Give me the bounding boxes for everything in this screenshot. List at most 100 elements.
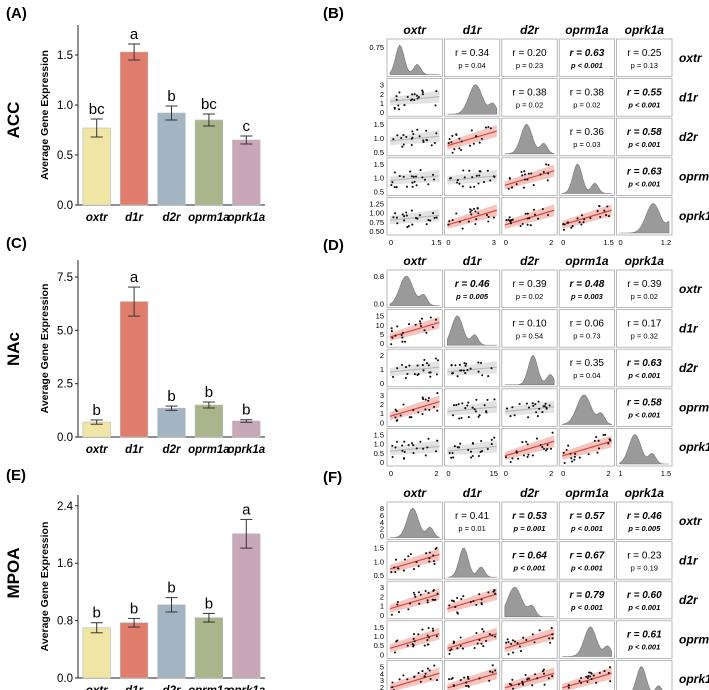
data-point (478, 638, 481, 642)
data-point (570, 457, 573, 460)
correlation-p: p = 0.04 (573, 371, 600, 380)
data-point (435, 373, 438, 376)
cell-frame (558, 541, 616, 580)
y-tick-label: 4 (380, 669, 384, 678)
data-point (507, 218, 510, 221)
data-point (596, 210, 599, 213)
column-header: oxtr (403, 254, 427, 268)
data-point (597, 439, 600, 442)
data-point (411, 136, 414, 139)
data-point (394, 416, 397, 419)
data-point (457, 403, 460, 406)
data-point (493, 398, 496, 401)
data-point (432, 212, 435, 215)
x-tick-label: 0 (561, 238, 565, 247)
data-point (401, 444, 404, 447)
data-point (542, 447, 546, 450)
column-header: oprm1a (565, 254, 609, 268)
data-point (505, 407, 509, 410)
scatter-cell (386, 196, 443, 236)
correlation-r: r = 0.57 (570, 511, 605, 522)
data-point (413, 93, 416, 96)
data-point (409, 170, 412, 173)
correlation-cell: r = 0.58 p < 0.001 (616, 388, 673, 427)
column-header: oprk1a (625, 486, 665, 500)
data-point (463, 676, 466, 679)
data-point (473, 646, 476, 650)
data-point (547, 677, 550, 680)
scatter-cell (386, 157, 443, 196)
correlation-p: p = 0.54 (516, 331, 543, 340)
data-point (426, 599, 429, 602)
data-point (401, 340, 404, 343)
y-tick-label: 1 (380, 409, 384, 418)
data-point (424, 398, 427, 401)
data-point (475, 218, 478, 221)
data-point (518, 402, 521, 406)
data-point (585, 675, 588, 678)
data-point (478, 677, 481, 680)
bar-d2r (157, 112, 186, 206)
data-point (574, 452, 577, 455)
data-point (403, 450, 406, 453)
data-point (475, 135, 478, 138)
x-tick-label: 2 (434, 469, 438, 478)
column-header: d2r (520, 486, 540, 500)
data-point (531, 454, 534, 457)
data-point (609, 439, 612, 442)
data-point (397, 611, 401, 614)
scatter-cell (386, 620, 443, 659)
data-point (509, 415, 512, 418)
data-point (452, 642, 455, 645)
data-point (451, 414, 455, 417)
data-point (422, 139, 425, 142)
data-point (526, 212, 529, 215)
data-point (458, 220, 461, 223)
correlation-r: r = 0.06 (570, 318, 605, 329)
data-point (473, 185, 476, 188)
correlation-cell: r = 0.55 p < 0.001 (616, 78, 673, 117)
x-tick-label: 0 (619, 238, 623, 247)
scatter-cell (386, 427, 443, 467)
data-point (482, 645, 485, 648)
row-header: d1r (679, 321, 699, 335)
scatter-cell (443, 196, 501, 236)
column-header: d1r (463, 23, 483, 37)
cell-frame (501, 501, 558, 540)
density-curve (619, 203, 670, 234)
density-cell (501, 117, 558, 157)
data-point (461, 227, 464, 230)
data-point (456, 596, 459, 600)
correlation-r: r = 0.63 (570, 48, 605, 59)
data-point (507, 653, 510, 656)
cell-frame (501, 541, 558, 580)
data-point (421, 90, 424, 94)
data-point (410, 209, 413, 212)
significance-letter: a (242, 501, 251, 518)
data-point (451, 451, 454, 455)
panel-label: (A) (6, 5, 27, 22)
y-tick-label: 2 (380, 351, 384, 360)
data-point (411, 93, 414, 96)
correlation-p: p = 0.73 (573, 331, 600, 340)
data-point (526, 443, 529, 446)
density-curve (561, 394, 612, 425)
confidence-band (504, 204, 555, 229)
density-cell (386, 269, 443, 308)
data-point (395, 95, 398, 98)
correlation-p: p < 0.001 (627, 180, 660, 189)
y-tick-label: 15 (376, 312, 384, 321)
data-point (420, 317, 424, 320)
data-point (539, 443, 542, 447)
y-tick-label: 1.5 (374, 623, 384, 632)
data-point (412, 568, 416, 571)
regression-line (447, 130, 497, 147)
data-point (526, 178, 529, 181)
y-tick-label: 2.5 (57, 379, 73, 391)
cell-frame (616, 348, 673, 388)
data-point (393, 186, 396, 189)
column-header: d1r (463, 486, 483, 500)
data-point (532, 184, 535, 187)
y-tick-label: 0 (380, 108, 384, 117)
data-point (587, 453, 590, 456)
